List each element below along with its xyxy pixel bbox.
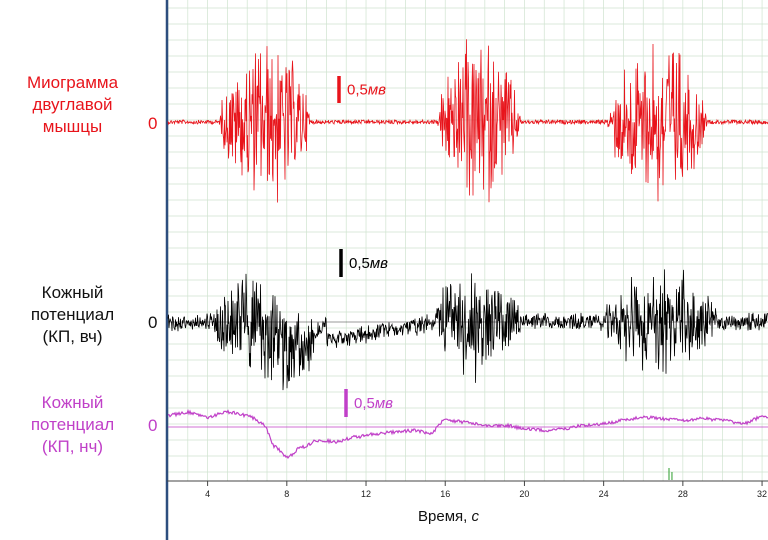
series-label-line: (КП, нч) bbox=[41, 437, 104, 456]
x-tick-label: 32 bbox=[757, 489, 767, 499]
trace-emg bbox=[167, 39, 768, 203]
x-tick-label: 8 bbox=[284, 489, 289, 499]
trace-kp-hf bbox=[167, 269, 768, 391]
x-axis-ticks: 4 8 12 16 20 24 28 32 bbox=[205, 481, 767, 499]
series-label-line: Кожный bbox=[41, 393, 104, 412]
series-label-kp-hf: Кожный потенциал (КП, вч) bbox=[5, 282, 140, 348]
series-label-line: Миограмма bbox=[26, 73, 119, 92]
series-label-line: (КП, вч) bbox=[42, 327, 103, 346]
scale-bars: 0,5мв 0,5мв 0,5мв bbox=[337, 76, 393, 417]
series-label-line: потенциал bbox=[30, 415, 115, 434]
x-axis-title-text: Время, bbox=[418, 508, 468, 525]
series-label-line: Кожный bbox=[41, 283, 104, 302]
series-label-line: двуглавой bbox=[32, 95, 113, 114]
series-label-line: мышцы bbox=[42, 117, 103, 136]
x-axis-title: Время, с bbox=[418, 508, 479, 525]
scale-bar-kp-hf-label: 0,5мв bbox=[349, 255, 388, 272]
x-tick-label: 16 bbox=[440, 489, 450, 499]
x-tick-label: 20 bbox=[519, 489, 529, 499]
x-tick-label: 28 bbox=[678, 489, 688, 499]
signal-traces bbox=[167, 39, 768, 480]
x-axis-title-unit: с bbox=[471, 508, 479, 525]
zero-label-kp-lf: 0 bbox=[148, 416, 158, 435]
trace-kp-lf bbox=[167, 408, 768, 459]
scale-bar-kp-lf-label: 0,5мв bbox=[354, 395, 393, 412]
series-label-line: потенциал bbox=[30, 305, 115, 324]
zero-label-emg: 0 bbox=[148, 114, 158, 133]
series-label-emg: Миограмма двуглавой мышцы bbox=[5, 72, 140, 138]
x-tick-label: 12 bbox=[361, 489, 371, 499]
zero-label-kp-hf: 0 bbox=[148, 313, 158, 332]
x-tick-label: 24 bbox=[599, 489, 609, 499]
scale-bar-emg-label: 0,5мв bbox=[347, 82, 386, 99]
series-label-kp-lf: Кожный потенциал (КП, нч) bbox=[5, 392, 140, 458]
x-tick-label: 4 bbox=[205, 489, 210, 499]
